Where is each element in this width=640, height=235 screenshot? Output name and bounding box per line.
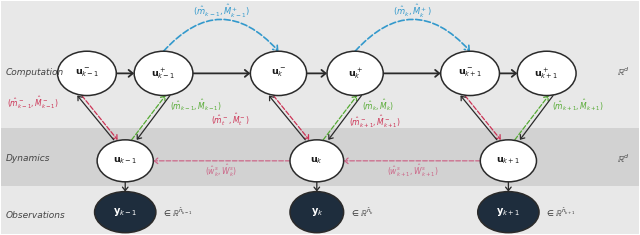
Text: $\in \mathbb{R}^{\hat{n}_{k+1}}$: $\in \mathbb{R}^{\hat{n}_{k+1}}$ [545, 205, 577, 219]
Text: $(\hat{m}^-_{k-1}, \hat{M}^-_{k-1})$: $(\hat{m}^-_{k-1}, \hat{M}^-_{k-1})$ [7, 94, 59, 111]
Text: $(\hat{m}^-_{k+1}, \hat{M}^-_{k+1})$: $(\hat{m}^-_{k+1}, \hat{M}^-_{k+1})$ [349, 113, 401, 130]
Ellipse shape [477, 192, 539, 233]
Ellipse shape [441, 51, 499, 96]
Text: Dynamics: Dynamics [6, 154, 51, 163]
Ellipse shape [480, 140, 536, 182]
Ellipse shape [58, 51, 116, 96]
Text: $(\hat{m}_{k-1}, \hat{M}^+_{k-1})$: $(\hat{m}_{k-1}, \hat{M}^+_{k-1})$ [193, 3, 250, 20]
Ellipse shape [97, 140, 154, 182]
Ellipse shape [134, 51, 193, 96]
Text: $\mathbf{u}^+_{k+1}$: $\mathbf{u}^+_{k+1}$ [534, 66, 559, 81]
Text: $\mathbf{u}_{k-1}$: $\mathbf{u}_{k-1}$ [113, 156, 138, 166]
Text: $\mathbf{u}^+_{k-1}$: $\mathbf{u}^+_{k-1}$ [151, 66, 176, 81]
Text: $\mathbf{u}_{k+1}$: $\mathbf{u}_{k+1}$ [496, 156, 520, 166]
Text: $(\hat{m}_{k}, \hat{M}^+_{k})$: $(\hat{m}_{k}, \hat{M}^+_{k})$ [393, 3, 432, 20]
Text: $\in \mathbb{R}^{\hat{n}_k}$: $\in \mathbb{R}^{\hat{n}_k}$ [350, 205, 374, 219]
Text: $(\hat{m}^-_{t}, \hat{M}^-_{t})$: $(\hat{m}^-_{t}, \hat{M}^-_{t})$ [211, 112, 250, 129]
Text: $\mathbf{y}_{k+1}$: $\mathbf{y}_{k+1}$ [496, 206, 520, 218]
Text: $\mathbf{u}^-_{k-1}$: $\mathbf{u}^-_{k-1}$ [75, 67, 99, 80]
Text: $\mathbb{R}^d$: $\mathbb{R}^d$ [617, 66, 630, 78]
Text: $(\hat{m}_{k-1}, \hat{M}_{k-1})$: $(\hat{m}_{k-1}, \hat{M}_{k-1})$ [170, 97, 222, 113]
Text: $\mathbf{y}_{k}$: $\mathbf{y}_{k}$ [310, 206, 323, 218]
Bar [1, 187, 639, 234]
Text: $\mathbf{y}_{k-1}$: $\mathbf{y}_{k-1}$ [113, 206, 138, 218]
Text: $\in \mathbb{R}^{\hat{n}_{k-1}}$: $\in \mathbb{R}^{\hat{n}_{k-1}}$ [163, 205, 193, 219]
Text: $\mathbf{u}^-_{k+1}$: $\mathbf{u}^-_{k+1}$ [458, 67, 483, 80]
Bar [1, 128, 639, 188]
Ellipse shape [327, 51, 383, 96]
Text: $(\hat{w}^s_{k}, \hat{W}^s_{k})$: $(\hat{w}^s_{k}, \hat{W}^s_{k})$ [205, 162, 237, 179]
Text: $\mathbf{u}^-_{k}$: $\mathbf{u}^-_{k}$ [271, 67, 286, 80]
Text: $\mathbf{u}_{k}$: $\mathbf{u}_{k}$ [310, 156, 323, 166]
Ellipse shape [250, 51, 307, 96]
Text: Computation: Computation [6, 68, 64, 77]
Ellipse shape [517, 51, 576, 96]
Ellipse shape [290, 140, 344, 182]
Bar [1, 1, 639, 129]
Text: $\mathbb{R}^d$: $\mathbb{R}^d$ [617, 152, 630, 165]
Text: $(\hat{w}^s_{k+1}, \hat{W}^s_{k+1})$: $(\hat{w}^s_{k+1}, \hat{W}^s_{k+1})$ [387, 162, 438, 179]
Text: $(\hat{m}_{k}, \hat{M}_{k})$: $(\hat{m}_{k}, \hat{M}_{k})$ [362, 97, 394, 113]
Text: Observations: Observations [6, 211, 65, 220]
Ellipse shape [290, 192, 344, 233]
Text: $(\hat{m}_{k+1}, \hat{M}_{k+1})$: $(\hat{m}_{k+1}, \hat{M}_{k+1})$ [552, 97, 604, 113]
Ellipse shape [95, 192, 156, 233]
Text: $\mathbf{u}^+_{k}$: $\mathbf{u}^+_{k}$ [348, 66, 363, 81]
